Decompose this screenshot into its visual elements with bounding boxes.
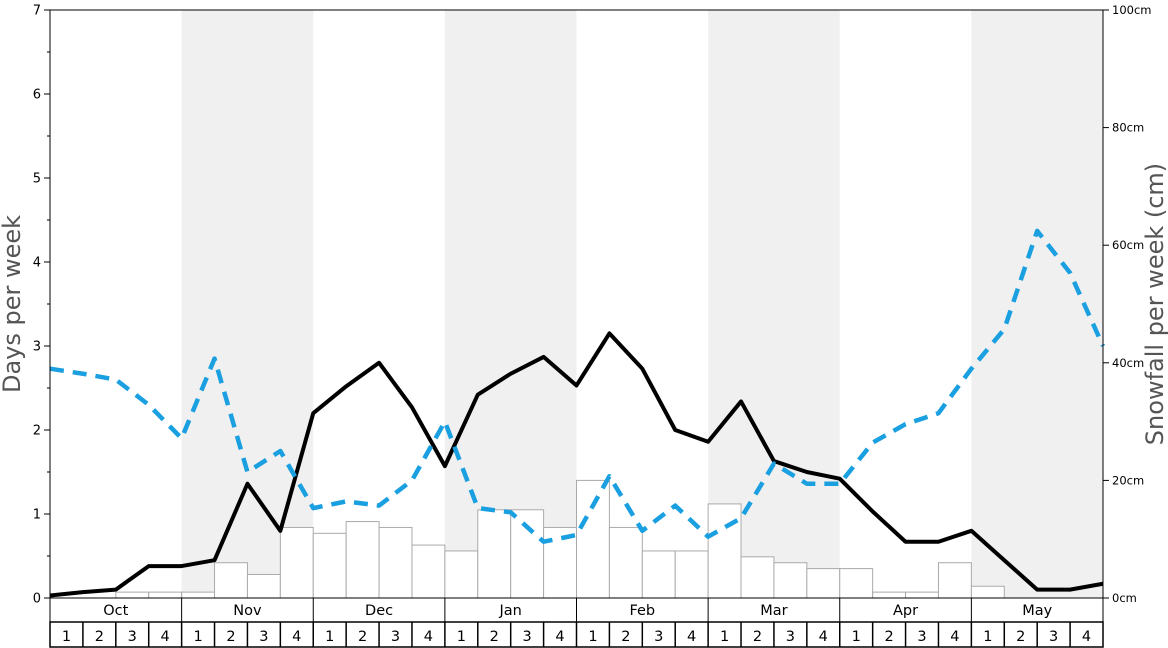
snowfall-bar [608, 526, 643, 599]
snowfall-bar [378, 526, 413, 599]
snowfall-bar [576, 479, 610, 599]
week-label: 3 [259, 629, 268, 645]
month-label-apr: Apr [893, 603, 918, 619]
week-label: 1 [62, 629, 71, 645]
left-axis: 0 1 2 3 4 5 6 7 [33, 4, 50, 607]
snowfall-bar [905, 591, 939, 599]
week-label: 2 [753, 629, 762, 645]
week-label: 4 [1082, 629, 1091, 645]
week-label: 2 [621, 629, 630, 645]
week-label: 4 [424, 629, 433, 645]
week-label: 3 [917, 629, 926, 645]
week-label: 3 [128, 629, 137, 645]
week-label: 3 [654, 629, 663, 645]
week-label: 4 [819, 629, 828, 645]
week-label: 3 [523, 629, 532, 645]
left-tick-label: 6 [33, 88, 41, 103]
left-tick-label: 7 [33, 4, 41, 19]
snowfall-bar [345, 521, 380, 599]
snowfall-bar [510, 509, 545, 599]
week-label: 4 [292, 629, 301, 645]
snowfall-bar [444, 550, 479, 599]
snowfall-bar [148, 591, 183, 599]
right-tick-label: 40cm [1112, 356, 1144, 370]
week-label: 3 [391, 629, 400, 645]
month-label-nov: Nov [233, 603, 262, 619]
month-label-oct: Oct [103, 603, 128, 619]
month-shading [181, 10, 1103, 598]
right-tick-label: 80cm [1112, 121, 1144, 135]
month-shade-nov [181, 10, 314, 598]
snowfall-bar [279, 526, 314, 599]
month-label-mar: Mar [760, 603, 787, 619]
week-label: 1 [983, 629, 992, 645]
dashed-line [49, 228, 1106, 544]
right-axis: 0cm 20cm 40cm 60cm 80cm 100cm [1103, 3, 1151, 605]
right-tick-label: 0cm [1112, 591, 1137, 605]
snowfall-bars [115, 479, 1005, 599]
snowfall-bar [181, 591, 216, 599]
snowfall-bar [214, 562, 248, 599]
snowfall-bar [641, 550, 676, 599]
snowfall-bar [773, 562, 808, 599]
left-axis-title: Days per week [0, 215, 26, 393]
month-shade-mar [708, 10, 840, 598]
month-label-jan: Jan [499, 603, 522, 619]
week-label: 2 [358, 629, 367, 645]
month-row: Oct Nov Dec Jan Feb Mar Apr May [49, 597, 1104, 623]
left-tick-label: 0 [33, 592, 41, 607]
month-label-feb: Feb [629, 603, 655, 619]
week-label: 1 [193, 629, 202, 645]
right-axis-title: Snowfall per week (cm) [1141, 163, 1168, 445]
left-tick-label: 3 [33, 340, 41, 355]
month-label-may: May [1022, 603, 1052, 619]
week-label: 4 [555, 629, 564, 645]
snowfall-bar [115, 591, 150, 599]
week-label: 2 [95, 629, 104, 645]
week-label: 4 [161, 629, 170, 645]
week-label: 2 [884, 629, 893, 645]
week-label: 4 [950, 629, 959, 645]
week-label: 3 [786, 629, 795, 645]
snowfall-bar [937, 562, 972, 599]
week-label: 1 [325, 629, 334, 645]
left-tick-label: 2 [33, 424, 41, 439]
snowfall-bar [674, 550, 709, 599]
month-label-dec: Dec [365, 603, 393, 619]
week-label: 2 [1016, 629, 1025, 645]
week-label: 4 [687, 629, 696, 645]
month-shade-jan [444, 10, 577, 598]
right-tick-label: 100cm [1112, 3, 1151, 17]
solid-line [49, 331, 1104, 598]
week-label: 3 [1049, 629, 1058, 645]
snowfall-bar [411, 544, 446, 599]
snowfall-bar [707, 503, 742, 599]
week-label: 2 [226, 629, 235, 645]
snowfall-bar [806, 568, 841, 599]
week-label: 1 [457, 629, 466, 645]
snowfall-bar [477, 509, 512, 599]
week-label: 1 [852, 629, 861, 645]
left-tick-label: 1 [33, 508, 41, 523]
month-shade-may [971, 10, 1103, 598]
left-tick-label: 5 [33, 172, 41, 187]
snowfall-bar [872, 591, 907, 599]
week-label: 2 [490, 629, 499, 645]
right-tick-label: 20cm [1112, 473, 1144, 487]
snowfall-bar [246, 573, 281, 599]
snowfall-bar [970, 585, 1005, 599]
week-label: 1 [588, 629, 597, 645]
week-label: 1 [720, 629, 729, 645]
data-lines [49, 228, 1106, 598]
snowfall-bar [312, 532, 347, 599]
right-tick-label: 60cm [1112, 238, 1144, 252]
snowfall-bar [740, 556, 775, 599]
left-tick-label: 4 [33, 256, 41, 271]
snowfall-bar [839, 568, 874, 599]
week-row: 1 2 3 4 1 2 3 4 1 2 3 4 1 2 3 4 1 2 3 4 1 2 3 4 1 2 3 4 1 2 3 4 [49, 621, 1104, 648]
